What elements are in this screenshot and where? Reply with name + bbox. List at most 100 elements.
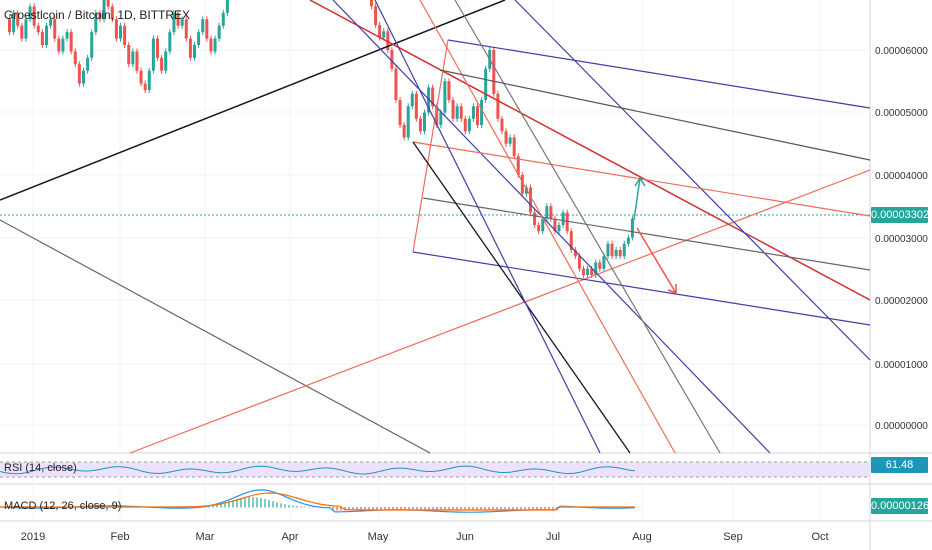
macd-histogram-bar bbox=[552, 507, 554, 511]
candle-body bbox=[549, 206, 553, 219]
candle-body bbox=[602, 256, 606, 269]
time-tick-label: Jun bbox=[456, 531, 474, 543]
candle-body bbox=[443, 81, 447, 113]
trendline-black-up bbox=[0, 0, 506, 201]
pitchfork-salmon-inner bbox=[419, 0, 676, 454]
time-tick-label: Mar bbox=[196, 531, 215, 543]
candle-body bbox=[626, 237, 630, 244]
candle-body bbox=[16, 12, 20, 26]
candle-body bbox=[476, 106, 479, 125]
candle-body bbox=[24, 19, 28, 39]
candle-body bbox=[557, 225, 561, 232]
macd-histogram-bar bbox=[452, 507, 454, 511]
macd-histogram-bar bbox=[416, 507, 418, 511]
rsi-band bbox=[0, 462, 870, 477]
arrow-head-down bbox=[667, 284, 677, 295]
trendline-red-down bbox=[309, 0, 871, 301]
candle-body bbox=[459, 106, 463, 119]
candle-body bbox=[164, 51, 168, 71]
candle-body bbox=[160, 57, 164, 71]
rsi-pane[interactable] bbox=[0, 461, 870, 478]
main-pane-bg bbox=[0, 0, 870, 453]
macd-histogram-bar bbox=[488, 507, 490, 511]
candle-body bbox=[418, 118, 422, 132]
candle-body bbox=[45, 25, 48, 45]
candle-body bbox=[582, 268, 585, 275]
rsi-value-tag: 61.48 bbox=[871, 457, 928, 473]
macd-histogram-bar bbox=[224, 502, 226, 508]
candle-body bbox=[516, 156, 520, 175]
macd-histogram-bar bbox=[448, 507, 450, 511]
pitchfork-handle bbox=[412, 39, 449, 253]
pitchfork-blue-outer-left bbox=[332, 0, 771, 454]
candle-body bbox=[630, 218, 634, 238]
candle-body bbox=[394, 68, 398, 100]
time-tick-label: Jul bbox=[546, 531, 560, 543]
candle-body bbox=[98, 12, 102, 20]
macd-histogram-bar bbox=[252, 497, 254, 508]
macd-histogram-bar bbox=[512, 507, 514, 511]
candle-body bbox=[455, 106, 459, 119]
candle-body bbox=[390, 50, 394, 69]
macd-histogram-bar bbox=[300, 506, 302, 508]
macd-label: MACD (12, 26, close, 9) bbox=[4, 500, 122, 512]
trend-drawings[interactable] bbox=[0, 0, 871, 454]
channel-blue-top bbox=[447, 39, 871, 109]
candle-body bbox=[225, 0, 229, 13]
macd-histogram-bar bbox=[384, 507, 386, 511]
channel-gray-top bbox=[439, 69, 871, 161]
macd-histogram-bar bbox=[412, 507, 414, 511]
candle-body bbox=[143, 83, 147, 90]
candle-body bbox=[406, 106, 410, 138]
candle-body bbox=[205, 19, 209, 39]
candle-body bbox=[541, 218, 545, 232]
macd-histogram-bar bbox=[476, 507, 478, 511]
macd-histogram-bar bbox=[540, 507, 542, 511]
price-axis[interactable]: 0.00006000 0.00005000 0.00004000 0.00003000… bbox=[875, 46, 928, 432]
candle-body bbox=[40, 32, 44, 45]
macd-histogram-bar bbox=[308, 506, 310, 508]
candle-body bbox=[410, 93, 414, 107]
macd-histogram-bar bbox=[288, 504, 290, 508]
macd-histogram-bar bbox=[360, 507, 362, 511]
macd-histogram-bar bbox=[376, 507, 378, 511]
candle-body bbox=[197, 32, 201, 45]
macd-histogram-bar bbox=[312, 506, 314, 508]
macd-value-tag: 0.00000126 bbox=[871, 498, 930, 514]
candle-body bbox=[193, 45, 196, 58]
trendline-gray-down bbox=[0, 219, 431, 454]
macd-histogram-bar bbox=[504, 507, 506, 511]
time-tick-label: Apr bbox=[281, 531, 298, 543]
pitchfork-black-median bbox=[412, 141, 631, 454]
macd-histogram-bar bbox=[356, 507, 358, 511]
arrow-head-up bbox=[634, 176, 646, 187]
candle-body bbox=[431, 87, 435, 107]
macd-histogram-bar bbox=[392, 507, 394, 511]
candle-body bbox=[537, 225, 541, 232]
projection-arrow-up bbox=[633, 177, 641, 221]
candlesticks bbox=[8, 0, 634, 278]
candle-body bbox=[545, 206, 549, 219]
candle-body bbox=[504, 131, 508, 144]
macd-histogram-bar bbox=[284, 504, 286, 508]
macd-histogram-bar bbox=[264, 498, 266, 508]
time-tick-label: Feb bbox=[111, 531, 130, 543]
macd-histogram-bar bbox=[260, 498, 262, 508]
macd-histogram-bar bbox=[268, 500, 270, 508]
macd-histogram-bar bbox=[548, 507, 550, 511]
candle-body bbox=[439, 112, 443, 125]
candle-body bbox=[382, 31, 386, 38]
price-tick-label: 0.00002000 bbox=[875, 296, 928, 307]
candle-body bbox=[102, 0, 106, 20]
candle-body bbox=[398, 100, 402, 125]
candle-body bbox=[386, 31, 390, 50]
price-tick-label: 0.00001000 bbox=[875, 360, 928, 371]
candle-body bbox=[57, 38, 61, 52]
candle-body bbox=[423, 112, 426, 132]
time-axis[interactable]: 2019 Feb Mar Apr May Jun Jul Aug Sep Oct bbox=[21, 531, 829, 543]
macd-pane[interactable] bbox=[0, 489, 636, 513]
channel-blue-bottom bbox=[412, 251, 871, 326]
macd-histogram-bar bbox=[432, 507, 434, 511]
